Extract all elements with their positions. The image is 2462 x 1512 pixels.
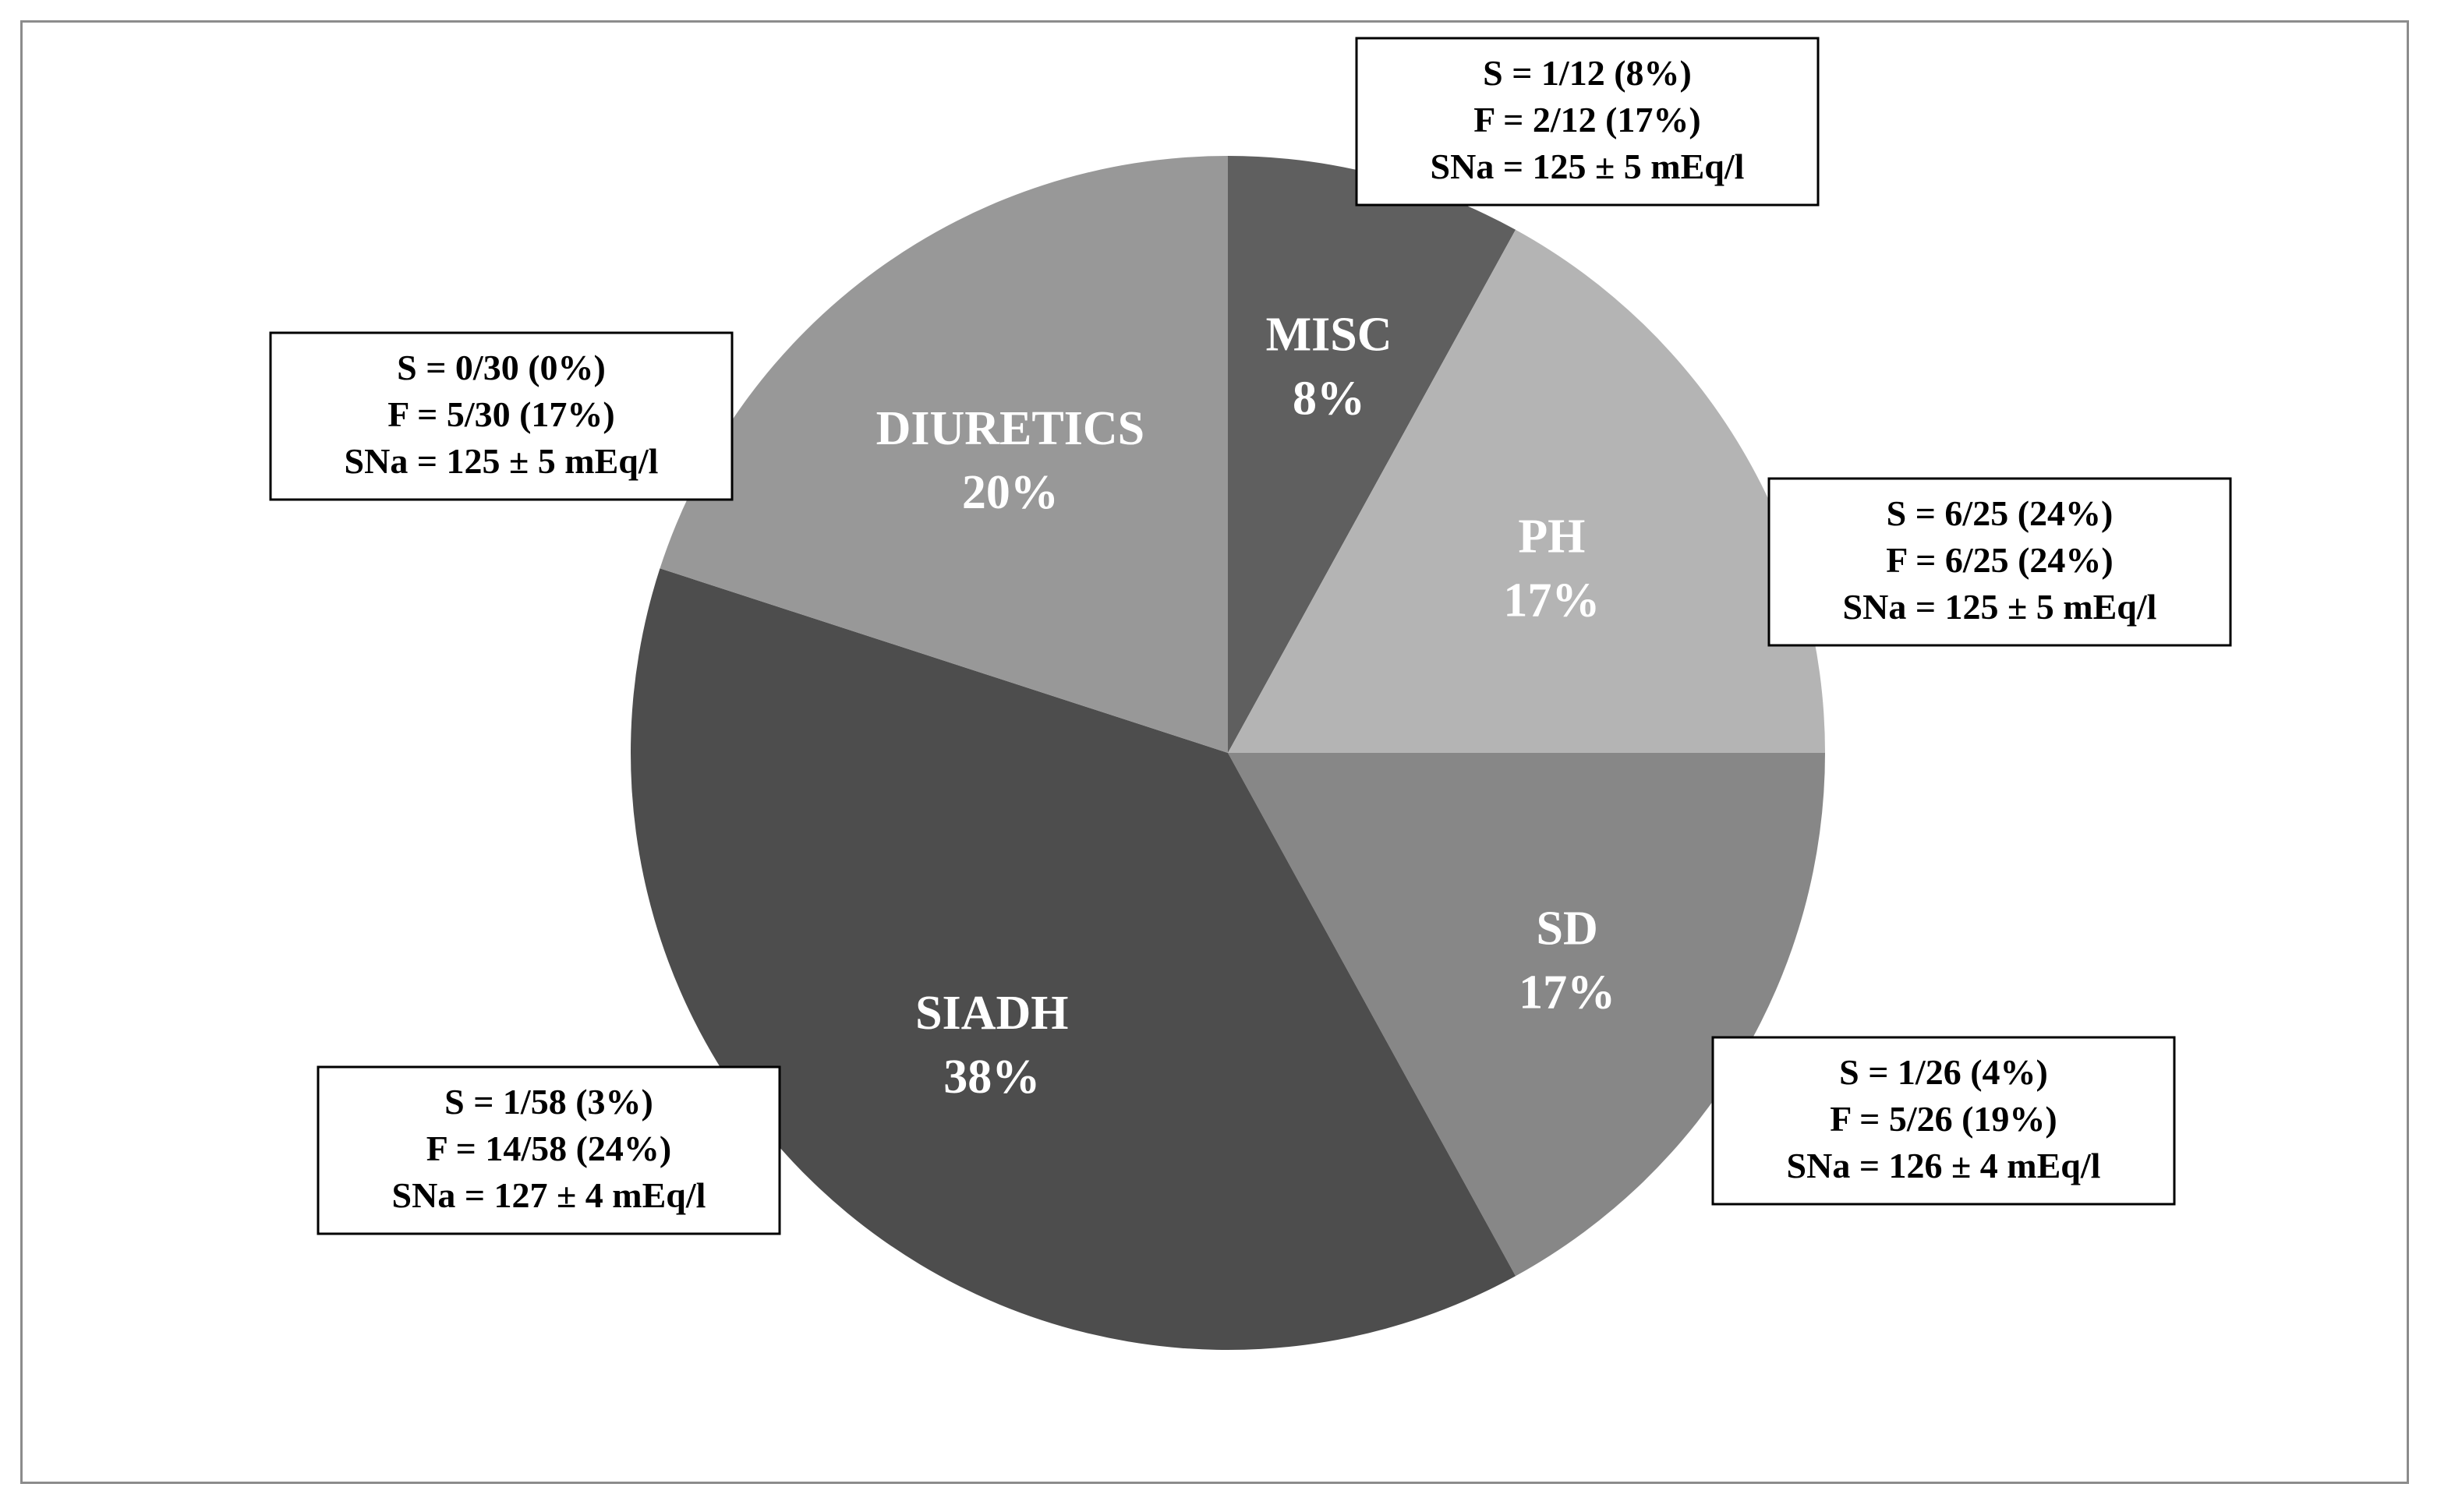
pie-slice-sd — [1228, 753, 1825, 1277]
stats-box-frame — [317, 1065, 781, 1235]
stat-survival: S = 6/25 (24%) — [1887, 493, 2114, 533]
stat-serum-sodium: SNa = 126 ± 4 mEq/l — [1787, 1146, 2101, 1185]
stat-survival: S = 1/12 (8%) — [1483, 53, 1692, 93]
stats-box-misc: S = 1/12 (8%) F = 2/12 (17%) SNa = 125 ± 5… — [1355, 37, 1820, 207]
stat-serum-sodium: SNa = 125 ± 5 mEq/l — [1843, 587, 2157, 627]
stat-serum-sodium: SNa = 125 ± 5 mEq/l — [1431, 147, 1745, 186]
stats-box-diuretics: S = 0/30 (0%) F = 5/30 (17%) SNa = 125 ± 5… — [269, 331, 734, 501]
chart-frame: MISC 8% PH 17% SD 17% SIADH 38% DIURETICS 20% S =… — [20, 20, 2409, 1484]
slice-name-misc: MISC — [1266, 308, 1392, 361]
stats-box-frame — [1767, 477, 2232, 647]
stats-box-frame — [1355, 37, 1820, 207]
slice-name-sd: SD — [1537, 902, 1598, 955]
stats-box-siadh: S = 1/58 (3%) F = 14/58 (24%) SNa = 127 ± … — [317, 1065, 781, 1235]
stat-failure: F = 6/25 (24%) — [1886, 540, 2114, 580]
slice-percent-ph: 17% — [1503, 574, 1600, 627]
pie-chart: MISC 8% PH 17% SD 17% SIADH 38% DIURETICS 20% S =… — [269, 37, 2232, 1350]
pie-slice-misc — [1228, 156, 1516, 753]
stat-failure: F = 2/12 (17%) — [1473, 100, 1701, 140]
pie-slices — [630, 156, 1825, 1350]
pie-slice-diuretics — [660, 156, 1228, 753]
stat-failure: F = 14/58 (24%) — [426, 1129, 672, 1168]
slice-percent-siadh: 38% — [943, 1051, 1040, 1104]
slice-name-siadh: SIADH — [915, 987, 1068, 1040]
pie-slice-ph — [1228, 229, 1825, 753]
slice-name-ph: PH — [1518, 510, 1585, 563]
pie-slice-labels: MISC 8% PH 17% SD 17% SIADH 38% DIURETICS 20% — [876, 308, 1616, 1103]
stats-box-sd: S = 1/26 (4%) F = 5/26 (19%) SNa = 126 ± 4… — [1711, 1036, 2176, 1206]
stat-failure: F = 5/30 (17%) — [387, 394, 615, 434]
stats-box-frame — [1711, 1036, 2176, 1206]
stat-survival: S = 1/26 (4%) — [1839, 1052, 2048, 1092]
stat-serum-sodium: SNa = 125 ± 5 mEq/l — [345, 441, 659, 481]
stat-failure: F = 5/26 (19%) — [1830, 1099, 2057, 1139]
slice-name-diuretics: DIURETICS — [876, 402, 1145, 455]
stat-survival: S = 0/30 (0%) — [397, 348, 606, 387]
slice-percent-sd: 17% — [1519, 966, 1615, 1019]
pie-slice-siadh — [630, 568, 1516, 1350]
stats-box-frame — [269, 331, 734, 501]
stats-box-ph: S = 6/25 (24%) F = 6/25 (24%) SNa = 125 ± … — [1767, 477, 2232, 647]
slice-percent-misc: 8% — [1293, 372, 1365, 425]
stat-serum-sodium: SNa = 127 ± 4 mEq/l — [392, 1175, 706, 1215]
slice-percent-diuretics: 20% — [962, 466, 1059, 519]
annotation-boxes: S = 1/12 (8%) F = 2/12 (17%) SNa = 125 ± 5… — [269, 37, 2232, 1235]
stat-survival: S = 1/58 (3%) — [444, 1082, 653, 1122]
